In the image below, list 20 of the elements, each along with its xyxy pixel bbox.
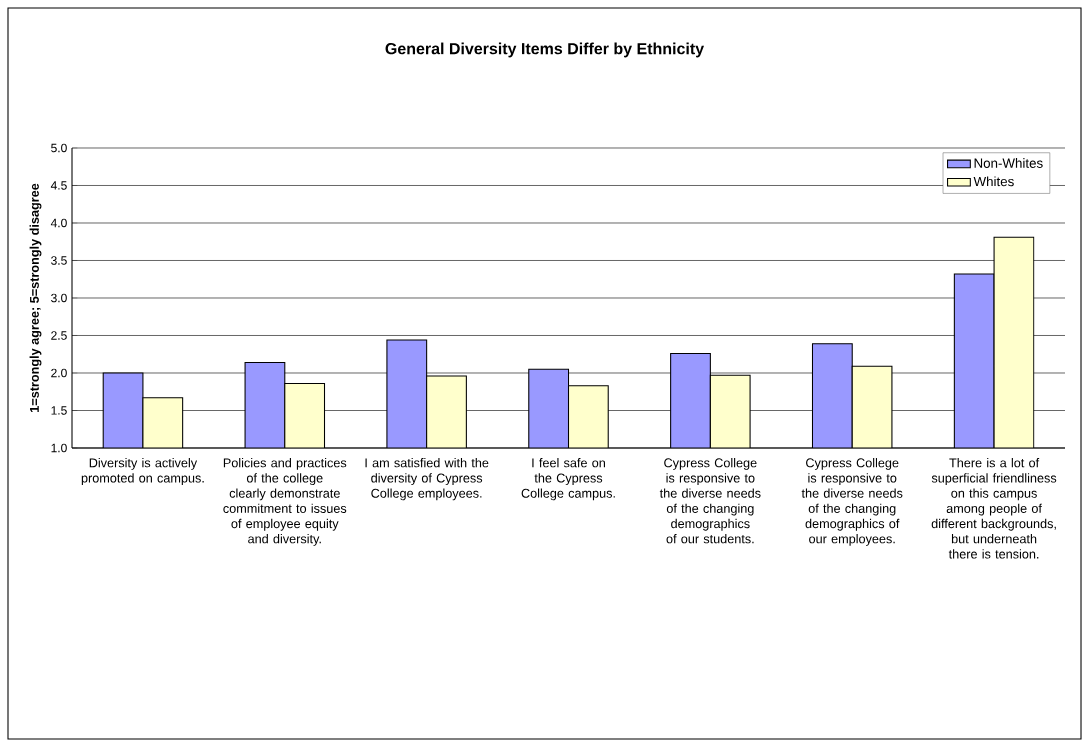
x-tick-label: Cypress College is responsive to the diverse needs of the changing demographics of our employees. [801, 458, 903, 546]
y-tick-label: 4.5 [50, 181, 67, 190]
y-tick-label: 3.5 [51, 256, 67, 265]
legend-label: Whites [973, 176, 1014, 187]
y-axis-title: 1=strongly agree; 5=strongly disagree [29, 183, 42, 412]
y-tick-label: 5.0 [51, 143, 67, 153]
y-tick-label: 2.0 [51, 368, 67, 378]
y-tick-label: 4.0 [50, 218, 67, 228]
x-tick-label: Diversity is actively promoted on campus. [81, 458, 204, 486]
x-tick-label: Cypress College is responsive to the diverse needs of the changing demographics of our students. [659, 458, 761, 544]
x-tick-label: Policies and practices of the college clearly demonstrate commitment to issues of employee equity and diversity. [223, 458, 347, 546]
y-tick-label: 3.0 [51, 293, 67, 303]
x-tick-label: There is a lot of superficial friendliness on this campus among people of different backgrounds, but underneath there is tension. [931, 458, 1057, 559]
y-tick-label: 1.5 [51, 406, 67, 415]
legend-label: Non-Whites [974, 158, 1043, 168]
y-tick-label: 2.5 [51, 331, 67, 340]
x-tick-label: I feel safe on the Cypress College campus. [521, 458, 615, 501]
y-tick-label: 1.0 [51, 443, 67, 453]
chart-title: General Diversity Items Differ by Ethnicity [385, 42, 705, 58]
x-tick-label: I am satisfied with the diversity of Cypress College employees. [365, 458, 489, 501]
